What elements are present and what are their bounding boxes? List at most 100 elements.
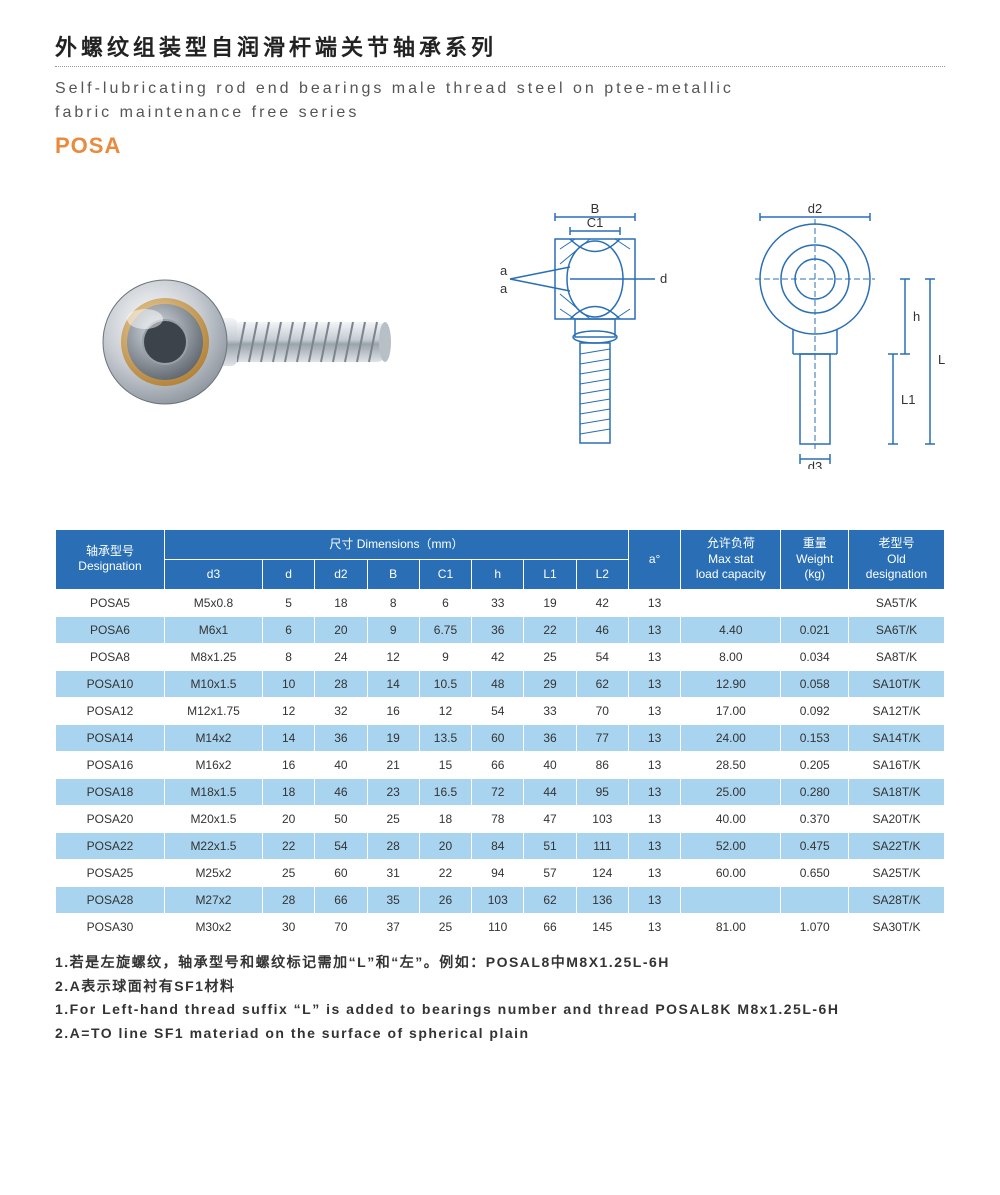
table-cell: 22	[419, 859, 471, 886]
spec-table: 轴承型号Designation 尺寸 Dimensions（mm） a° 允许负…	[55, 529, 945, 941]
table-cell: 136	[576, 886, 628, 913]
table-cell: 12	[419, 697, 471, 724]
table-cell: 19	[524, 589, 576, 616]
table-cell: 13	[628, 589, 680, 616]
table-cell: 22	[524, 616, 576, 643]
table-cell: 44	[524, 778, 576, 805]
dim-d: d	[660, 271, 667, 286]
table-cell: 111	[576, 832, 628, 859]
table-cell: 8	[367, 589, 419, 616]
table-row: POSA6M6x162096.75362246134.400.021SA6T/K	[56, 616, 945, 643]
table-cell: 25	[262, 859, 314, 886]
dim-B: B	[591, 201, 600, 216]
table-cell: 28	[315, 670, 367, 697]
table-row: POSA8M8x1.25824129422554138.000.034SA8T/…	[56, 643, 945, 670]
table-cell: POSA30	[56, 913, 165, 940]
table-cell: 28	[262, 886, 314, 913]
table-cell: 37	[367, 913, 419, 940]
table-cell: 6	[419, 589, 471, 616]
table-cell: 1.070	[781, 913, 849, 940]
table-cell: 10	[262, 670, 314, 697]
table-row: POSA25M25x22560312294571241360.000.650SA…	[56, 859, 945, 886]
table-cell: 24	[315, 643, 367, 670]
table-cell: 78	[472, 805, 524, 832]
table-cell: 22	[262, 832, 314, 859]
table-row: POSA18M18x1.518462316.57244951325.000.28…	[56, 778, 945, 805]
table-cell: 42	[576, 589, 628, 616]
table-cell: 94	[472, 859, 524, 886]
table-cell: POSA5	[56, 589, 165, 616]
table-cell: 8	[262, 643, 314, 670]
title-english: Self-lubricating rod end bearings male t…	[55, 77, 945, 125]
table-cell: 30	[262, 913, 314, 940]
note-3: 1.For Left-hand thread suffix “L” is add…	[55, 998, 945, 1022]
table-cell: 25	[419, 913, 471, 940]
table-cell: 25	[524, 643, 576, 670]
table-cell: 84	[472, 832, 524, 859]
note-1: 1.若是左旋螺纹，轴承型号和螺纹标记需加“L”和“左”。例如：POSAL8中M8…	[55, 951, 945, 975]
th-old: 老型号Olddesignation	[848, 530, 944, 590]
table-cell: SA16T/K	[848, 751, 944, 778]
table-cell: 0.058	[781, 670, 849, 697]
dim-h: h	[913, 309, 920, 324]
th-B: B	[367, 559, 419, 589]
table-cell: 40	[524, 751, 576, 778]
th-dimensions: 尺寸 Dimensions（mm）	[164, 530, 628, 560]
table-row: POSA5M5x0.85188633194213SA5T/K	[56, 589, 945, 616]
dim-d2: d2	[808, 201, 822, 216]
table-cell: POSA14	[56, 724, 165, 751]
th-d2: d2	[315, 559, 367, 589]
table-cell: 77	[576, 724, 628, 751]
table-cell: 36	[524, 724, 576, 751]
table-cell: SA10T/K	[848, 670, 944, 697]
table-cell: M8x1.25	[164, 643, 262, 670]
table-cell: M12x1.75	[164, 697, 262, 724]
table-cell: 60.00	[681, 859, 781, 886]
table-cell: 13.5	[419, 724, 471, 751]
table-cell: 66	[315, 886, 367, 913]
table-cell: 18	[315, 589, 367, 616]
table-cell: M14x2	[164, 724, 262, 751]
table-cell: 110	[472, 913, 524, 940]
table-cell: POSA8	[56, 643, 165, 670]
table-cell: 14	[262, 724, 314, 751]
table-cell: 4.40	[681, 616, 781, 643]
dim-L2: L2	[938, 352, 945, 367]
table-cell: SA28T/K	[848, 886, 944, 913]
table-row: POSA16M16x2164021156640861328.500.205SA1…	[56, 751, 945, 778]
table-cell: SA14T/K	[848, 724, 944, 751]
table-cell: POSA20	[56, 805, 165, 832]
title-en-line1: Self-lubricating rod end bearings male t…	[55, 80, 734, 97]
table-cell: 32	[315, 697, 367, 724]
title-divider	[55, 66, 945, 67]
table-cell: 124	[576, 859, 628, 886]
table-cell: 16	[367, 697, 419, 724]
table-cell: 70	[315, 913, 367, 940]
table-cell: M10x1.5	[164, 670, 262, 697]
note-4: 2.A=TO line SF1 materiad on the surface …	[55, 1022, 945, 1046]
table-cell: 26	[419, 886, 471, 913]
table-cell: 13	[628, 751, 680, 778]
table-cell: 62	[524, 886, 576, 913]
table-cell	[681, 589, 781, 616]
table-cell: M30x2	[164, 913, 262, 940]
table-cell: POSA6	[56, 616, 165, 643]
table-cell: 23	[367, 778, 419, 805]
table-cell: POSA18	[56, 778, 165, 805]
table-cell: 145	[576, 913, 628, 940]
note-2: 2.A表示球面衬有SF1材料	[55, 975, 945, 999]
th-L1: L1	[524, 559, 576, 589]
table-cell: 13	[628, 913, 680, 940]
product-photo	[75, 234, 395, 434]
th-d3: d3	[164, 559, 262, 589]
table-cell: M25x2	[164, 859, 262, 886]
dim-C1: C1	[587, 215, 604, 230]
table-cell: SA25T/K	[848, 859, 944, 886]
table-cell: 36	[472, 616, 524, 643]
table-cell: 33	[524, 697, 576, 724]
table-cell: 54	[315, 832, 367, 859]
table-cell: 13	[628, 778, 680, 805]
table-cell: 0.475	[781, 832, 849, 859]
dim-a1: a	[500, 263, 508, 278]
table-cell: 29	[524, 670, 576, 697]
